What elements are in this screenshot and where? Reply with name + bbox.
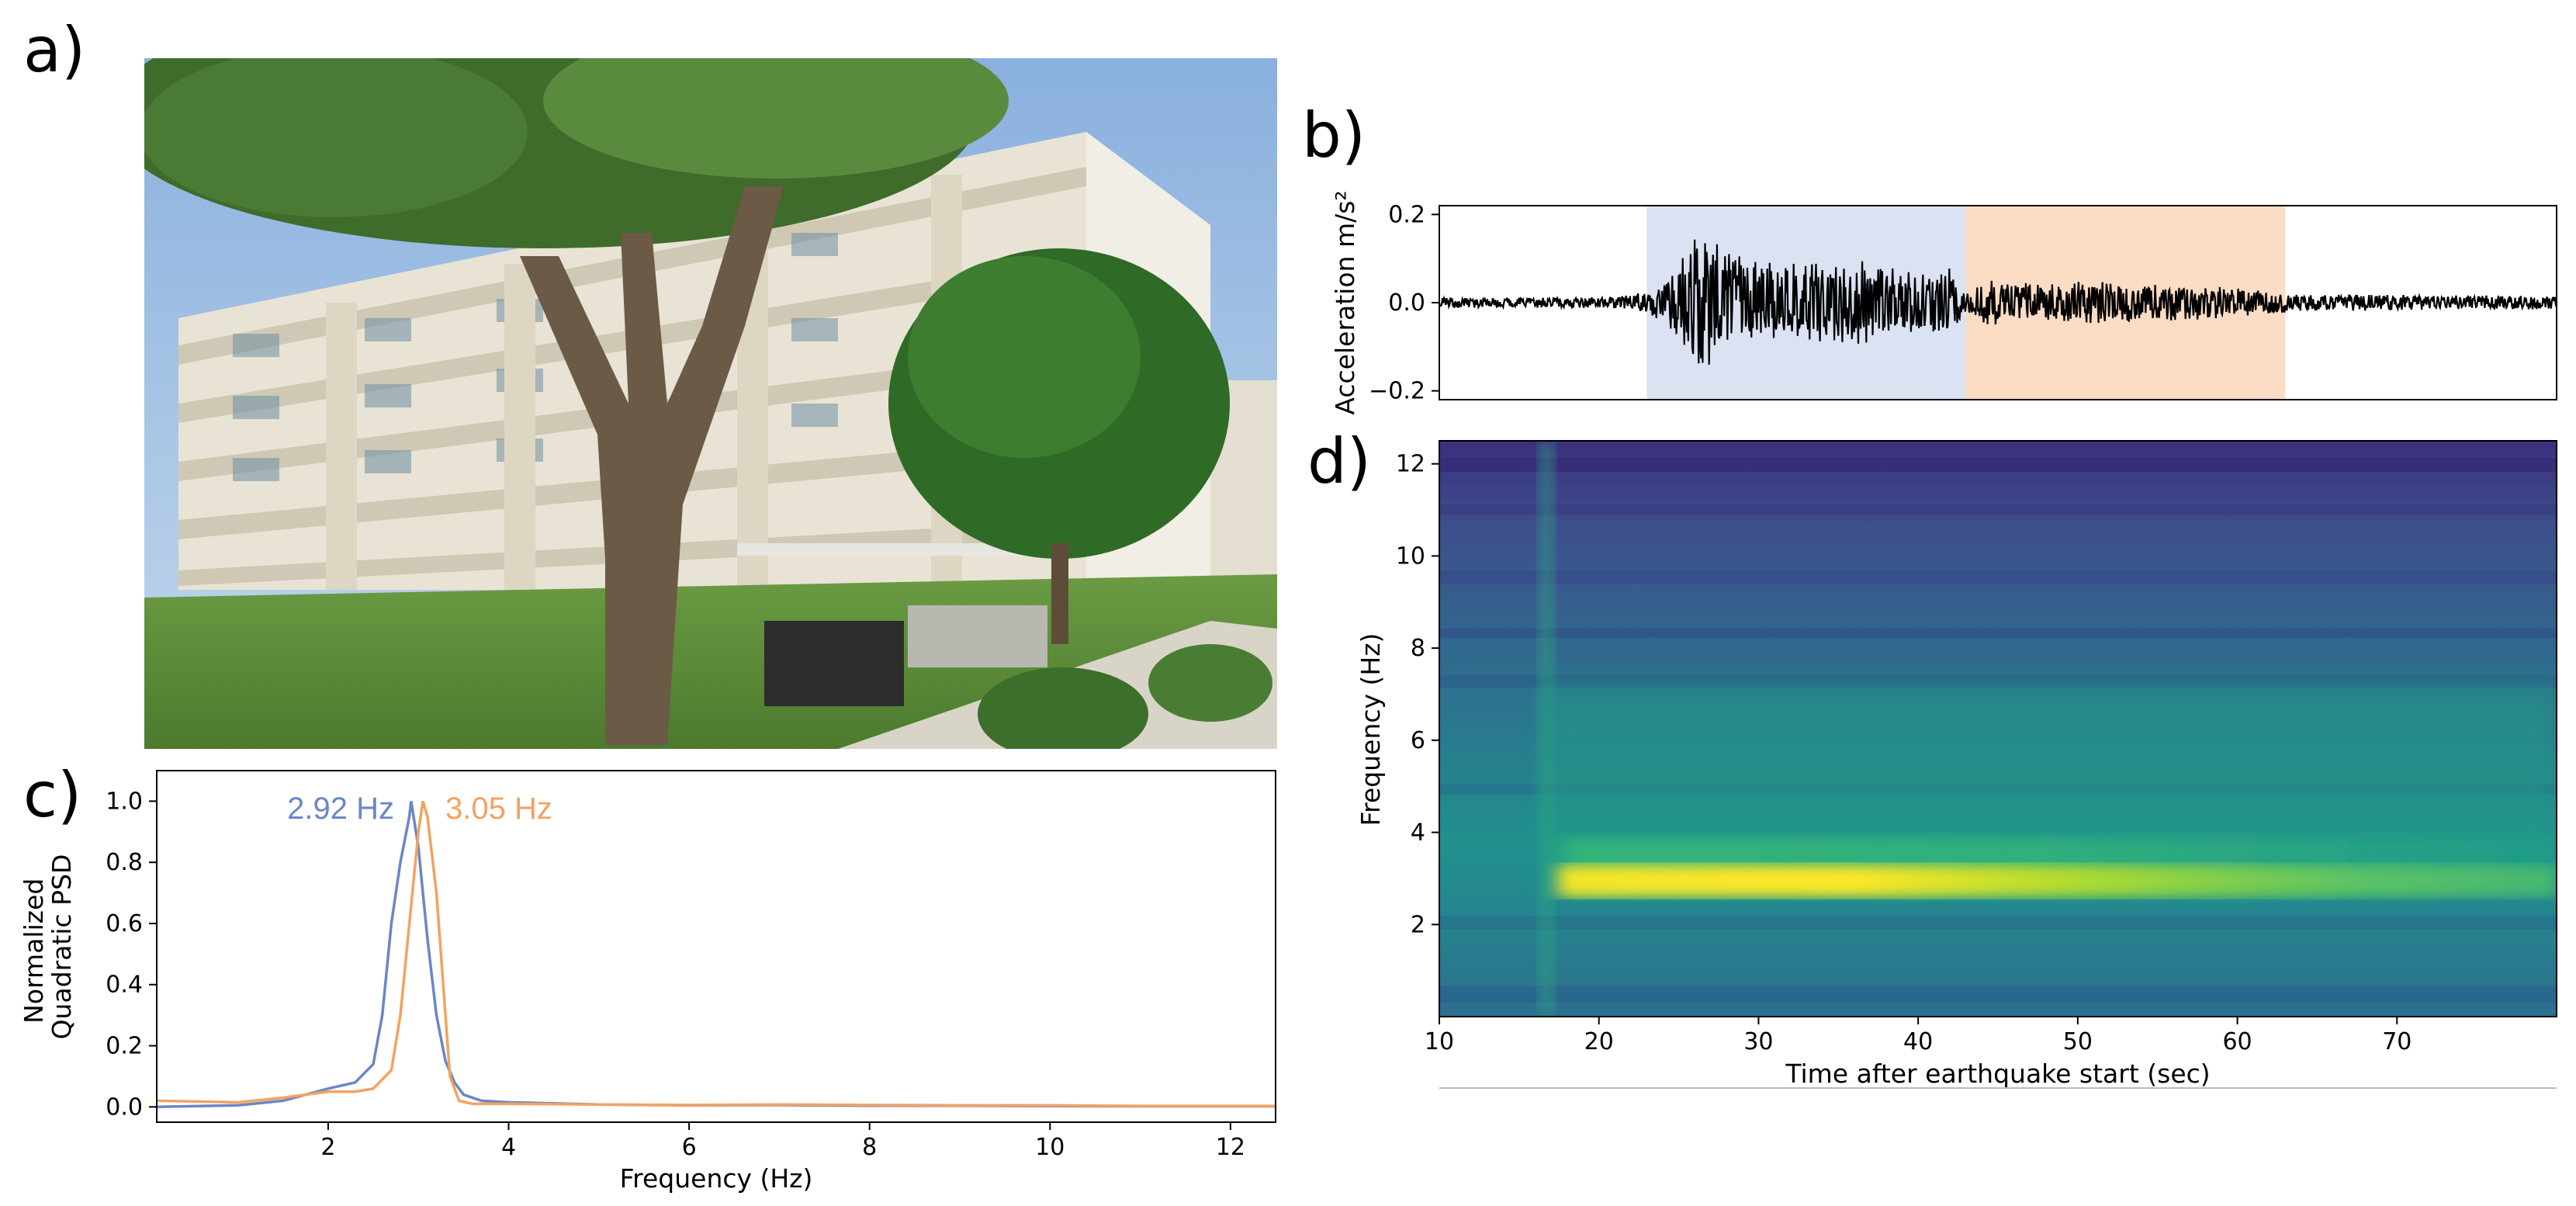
panel-c-x-axis-label: Frequency (Hz) — [620, 1163, 813, 1194]
panel-d-y-axis-label: Frequency (Hz) — [1356, 633, 1386, 827]
panel-c-x-tick-label: 2 — [320, 1134, 335, 1161]
panel-c-peak-label-orange: 3.05 Hz — [445, 792, 552, 826]
panel-label-a: a) — [23, 14, 86, 86]
panel-d-x-tick-label: 60 — [2222, 1028, 2252, 1055]
panel-b-acceleration-chart: −0.2 0.0 0.2 Acceleration m/s² — [1330, 190, 2558, 415]
panel-c-y-axis-label: Normalized Quadratic PSD — [19, 854, 77, 1040]
panel-d-y-tick-label: 6 — [1411, 727, 1425, 754]
panel-c-x-tick-label: 8 — [862, 1134, 877, 1161]
panel-d-x-tick-label: 70 — [2382, 1028, 2412, 1055]
panel-d-x-tick-label: 30 — [1743, 1028, 1773, 1055]
panel-d-y-tick-label: 8 — [1411, 635, 1425, 662]
panel-c-y-tick-label: 0.4 — [106, 972, 143, 999]
panel-c-y-tick-label: 1.0 — [106, 788, 143, 815]
panel-d-x-tick-label: 40 — [1903, 1028, 1933, 1055]
panel-d-x-axis-label: Time after earthquake start (sec) — [1785, 1059, 2210, 1089]
panel-b-y-ticks: −0.2 0.0 0.2 — [1369, 201, 1439, 405]
panel-c-x-tick-label: 12 — [1216, 1134, 1245, 1161]
panel-d-plot-frame — [1439, 440, 2557, 1017]
panel-b-acceleration-trace — [1438, 239, 2558, 365]
panel-c-series-orange — [156, 800, 1276, 1107]
panel-d-y-tick-label: 12 — [1396, 451, 1425, 478]
panel-c-y-ticks: 0.0 0.2 0.4 0.6 0.8 1.0 — [106, 788, 157, 1121]
panel-label-b: b) — [1302, 99, 1366, 172]
panel-b-y-axis-label: Acceleration m/s² — [1330, 190, 1360, 414]
panel-c-x-tick-label: 4 — [501, 1134, 516, 1161]
panel-d-y-tick-label: 2 — [1411, 911, 1425, 938]
panel-c-y-tick-label: 0.2 — [106, 1033, 143, 1060]
panel-b-y-tick-label: −0.2 — [1369, 378, 1425, 405]
panel-d-y-ticks: 2 4 6 8 10 12 — [1396, 451, 1439, 938]
spectrogram-dominant-band — [1548, 865, 2557, 896]
panel-d-x-ticks: 10 20 30 40 50 60 70 — [1425, 1017, 2412, 1055]
panel-c-x-tick-label: 6 — [682, 1134, 697, 1161]
panel-c-y-tick-label: 0.6 — [106, 910, 143, 937]
panel-c-plot-frame — [156, 770, 1276, 1123]
panel-b-y-tick-label: 0.0 — [1388, 289, 1425, 317]
photo-apartment-building — [144, 58, 1277, 749]
panel-c-x-tick-label: 10 — [1035, 1134, 1065, 1161]
panel-c-series-blue — [156, 801, 1276, 1109]
panel-d-y-tick-label: 10 — [1396, 542, 1425, 570]
panel-d-x-tick-label: 20 — [1584, 1028, 1614, 1055]
panel-d-x-tick-label: 10 — [1425, 1028, 1454, 1055]
panel-c-x-ticks: 2 4 6 8 10 12 — [320, 1122, 1245, 1161]
panel-label-d: d) — [1307, 425, 1371, 497]
panel-b-y-tick-label: 0.2 — [1388, 201, 1425, 228]
panel-c-y-axis-label-line1: Normalized — [19, 879, 49, 1024]
panel-c-y-tick-label: 0.8 — [106, 849, 143, 876]
panel-d-spectrogram: 10 20 30 40 50 60 70 2 4 6 8 10 12 Time after earth… — [1356, 440, 2557, 1089]
panel-label-c: c) — [23, 759, 82, 831]
panel-c-y-tick-label: 0.0 — [106, 1093, 143, 1121]
panel-d-x-tick-label: 50 — [2063, 1028, 2093, 1055]
panel-c-y-axis-label-line2: Quadratic PSD — [47, 854, 77, 1040]
panel-c-peak-label-blue: 2.92 Hz — [287, 792, 394, 826]
panel-d-y-tick-label: 4 — [1411, 820, 1425, 847]
panel-c-psd-chart: 2 4 6 8 10 12 0.0 0.2 0.4 0.6 0.8 1.0 2.92 Hz 3.05… — [19, 770, 1276, 1194]
